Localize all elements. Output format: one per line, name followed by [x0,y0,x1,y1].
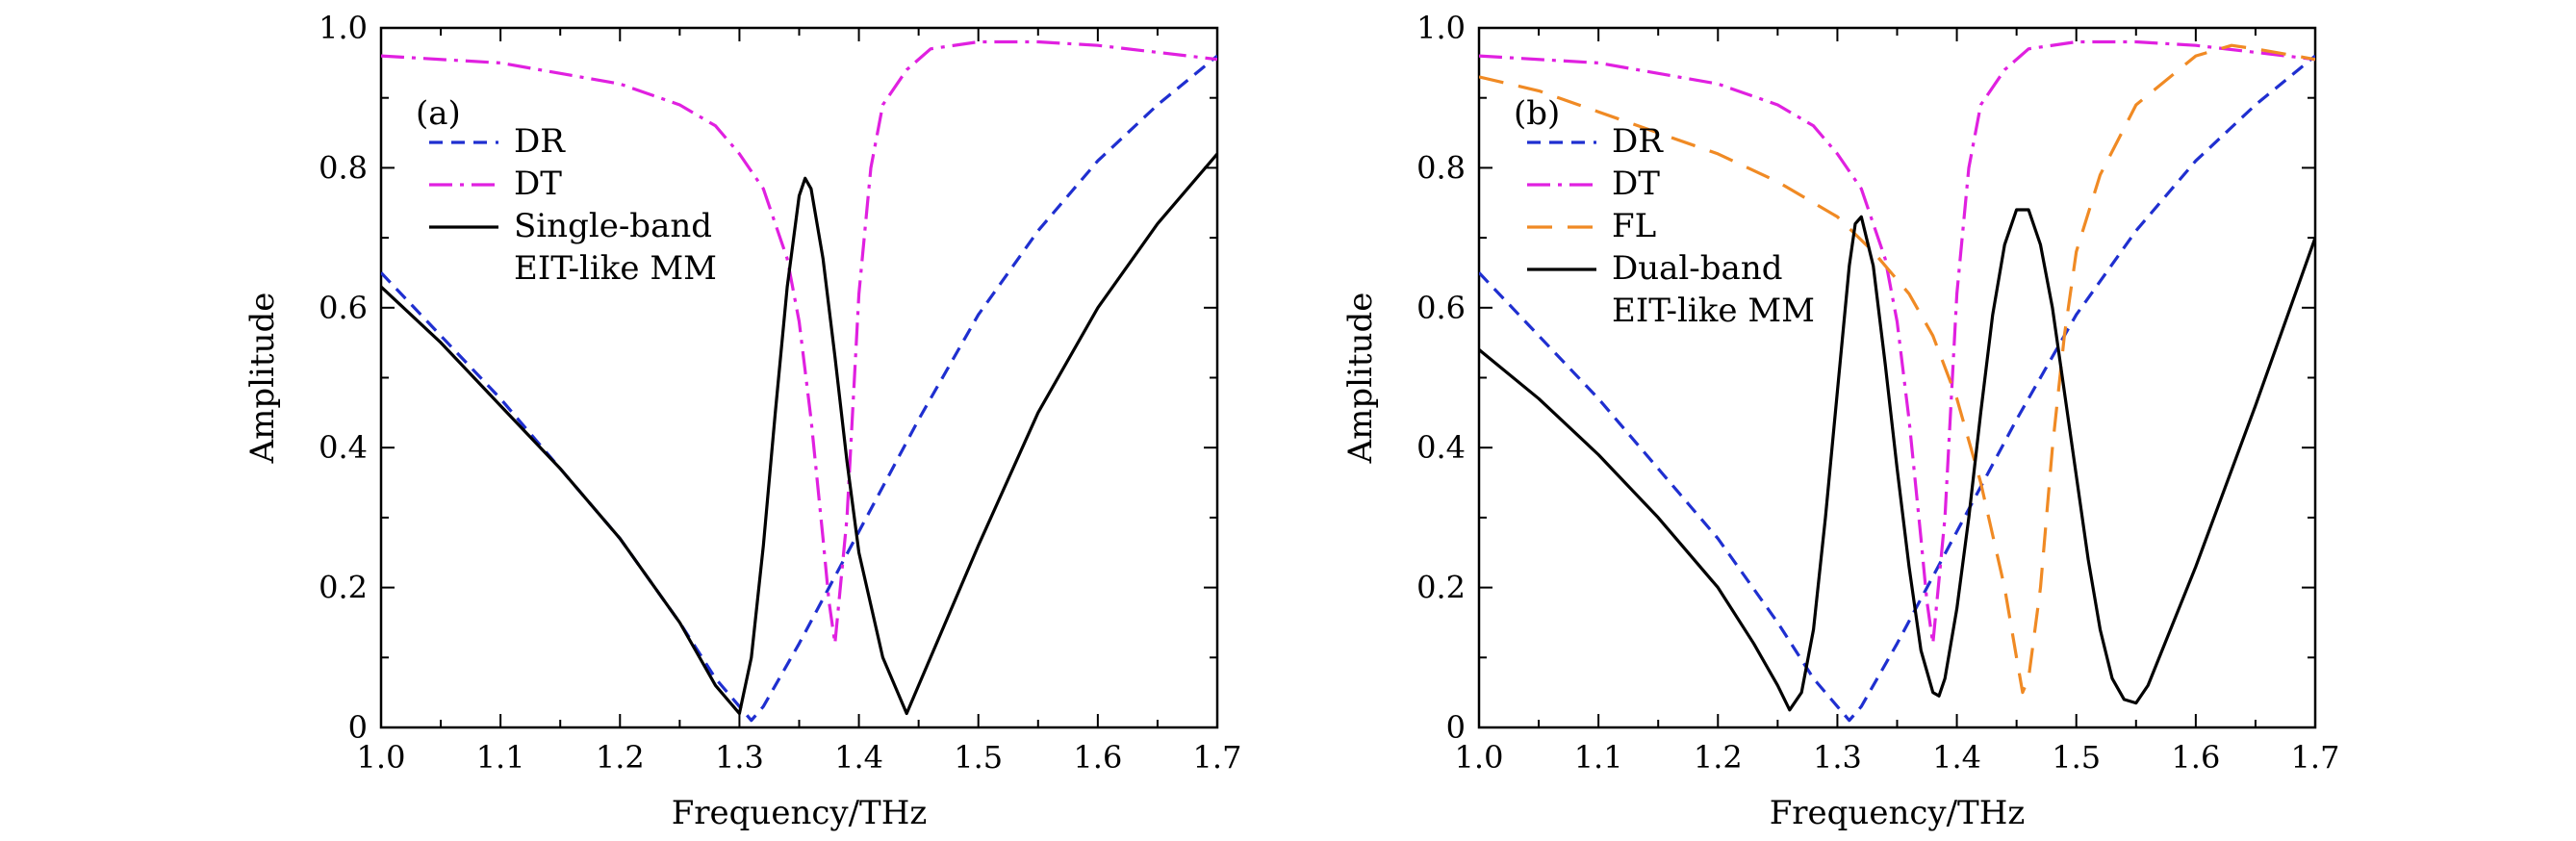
y-tick-label: 0 [348,709,368,746]
x-axis-label: Frequency/THz [672,794,928,832]
y-tick-label: 0.8 [319,149,368,186]
plot-frame [379,26,1219,729]
series-line-dr [381,54,1217,723]
legend-label: DT [1612,165,1660,203]
y-tick-label: 0 [1446,709,1466,746]
x-tick-label: 1.6 [2171,739,2220,776]
y-tick-label: 0.2 [319,570,368,606]
series-line-eit [1479,208,2315,712]
x-tick-label: 1.6 [1073,739,1122,776]
y-tick-label: 0.6 [319,290,368,326]
panel-b: 1.0 1.1 1.2 1.3 1.4 1.5 1.6 1.7 0 0.2 0.4 0.6 0.8 1.0… [1341,10,2339,832]
series-group [381,39,1217,723]
series-line-fl [1479,43,2315,695]
x-axis-label: Frequency/THz [1770,794,2026,832]
y-tick-label: 0.4 [319,429,368,466]
x-tick-label: 1.7 [2291,739,2340,776]
y-tick-label: 1.0 [1416,10,1466,46]
x-tick-label: 1.0 [357,739,406,776]
y-axis-label: Amplitude [243,293,282,465]
x-tick-label: 1.7 [1193,739,1242,776]
legend-label: Single-band [514,207,712,245]
x-tick-label: 1.5 [2052,739,2101,776]
series-group [1479,39,2315,723]
x-tick-label: 1.4 [834,739,883,776]
x-tick-label: 1.1 [476,739,525,776]
y-tick-label: 0.4 [1416,429,1466,466]
x-tick-label: 1.2 [1694,739,1743,776]
y-tick-label: 0.2 [1416,570,1466,606]
series-line-eit [381,152,1217,716]
x-tick-label: 1.4 [1932,739,1981,776]
legend-label: DR [514,122,566,161]
y-axis-label: Amplitude [1341,293,1380,465]
x-tick-label: 1.1 [1574,739,1623,776]
plot-frame [1477,26,2317,729]
y-tick-label: 0.8 [1416,149,1466,186]
x-tick-label: 1.2 [596,739,645,776]
series-line-dt [381,39,1217,646]
x-tick-label: 1.3 [1813,739,1862,776]
y-tick-label: 0.6 [1416,290,1466,326]
series-line-dr [1479,54,2315,723]
panel-label: (b) [1514,94,1560,133]
y-tick-label: 1.0 [319,10,368,46]
legend-label: FL [1612,207,1656,245]
panel-label: (a) [416,94,461,133]
panel-a: 1.0 1.1 1.2 1.3 1.4 1.5 1.6 1.7 0 0.2 0.4 0.6 0.8 1.0… [243,10,1241,832]
x-tick-label: 1.5 [954,739,1003,776]
legend-label: DR [1612,122,1664,161]
legend-label: EIT-like MM [1612,292,1815,330]
legend-label: Dual-band [1612,249,1783,288]
legend-label: EIT-like MM [514,249,717,288]
x-tick-label: 1.3 [715,739,764,776]
series-line-dt [1479,39,2315,646]
x-tick-label: 1.0 [1455,739,1504,776]
legend-label: DT [514,165,562,203]
